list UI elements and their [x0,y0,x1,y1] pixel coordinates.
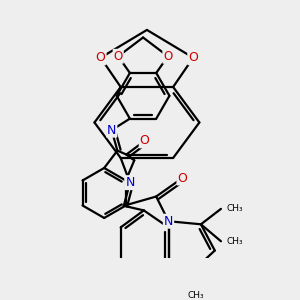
Text: N: N [125,176,135,189]
Text: CH₃: CH₃ [188,291,204,300]
Text: N: N [107,124,116,136]
Text: O: O [114,50,123,63]
Text: N: N [164,215,173,228]
Text: O: O [140,134,150,147]
Text: O: O [188,51,198,64]
Text: O: O [96,51,106,64]
Text: CH₃: CH₃ [226,237,243,246]
Text: O: O [163,50,172,63]
Text: O: O [178,172,187,184]
Text: CH₃: CH₃ [226,204,243,213]
